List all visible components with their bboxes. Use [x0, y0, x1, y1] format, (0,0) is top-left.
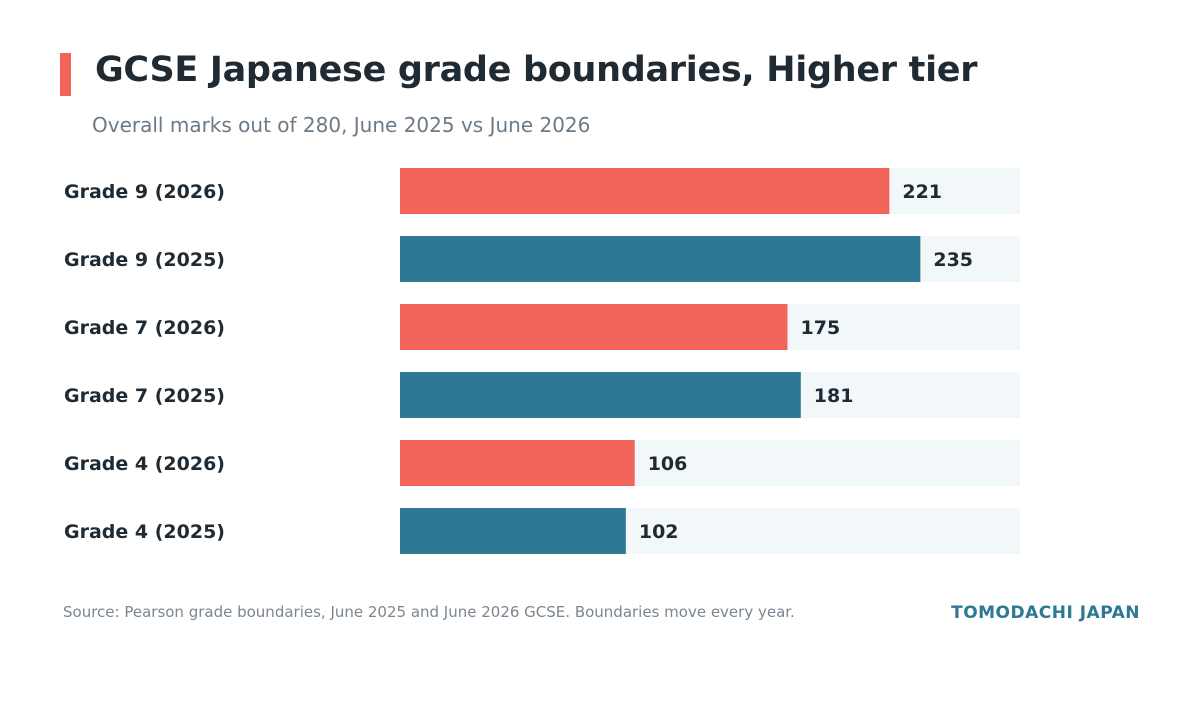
brand-logo: TOMODACHI JAPAN — [951, 603, 1140, 623]
value-label: 181 — [814, 385, 854, 407]
bar-grade-4-2026 — [400, 440, 635, 486]
category-label: Grade 9 (2026) — [64, 181, 225, 203]
value-label: 102 — [639, 521, 679, 543]
chart-subtitle: Overall marks out of 280, June 2025 vs J… — [92, 113, 591, 137]
category-label: Grade 4 (2025) — [64, 521, 225, 543]
title-accent-bar — [60, 53, 71, 96]
value-label: 221 — [902, 181, 942, 203]
bar-group: Grade 4 (2026) 106 — [64, 440, 1020, 486]
category-label: Grade 7 (2025) — [64, 385, 225, 407]
source-note: Source: Pearson grade boundaries, June 2… — [63, 603, 795, 621]
bar-group: Grade 9 (2025) 235 — [64, 236, 1020, 282]
chart-title: GCSE Japanese grade boundaries, Higher t… — [95, 50, 978, 90]
value-label: 175 — [801, 317, 841, 339]
bar-grade-7-2026 — [400, 304, 788, 350]
value-label: 235 — [933, 249, 973, 271]
bar-grade-9-2026 — [400, 168, 890, 214]
bar-group: Grade 7 (2026) 175 — [64, 304, 1020, 350]
value-label: 106 — [648, 453, 688, 475]
bar-grade-4-2025 — [400, 508, 626, 554]
bar-grade-9-2025 — [400, 236, 921, 282]
category-label: Grade 4 (2026) — [64, 453, 225, 475]
category-label: Grade 9 (2025) — [64, 249, 225, 271]
category-label: Grade 7 (2026) — [64, 317, 225, 339]
bar-group: Grade 4 (2025) 102 — [64, 508, 1020, 554]
bar-group: Grade 9 (2026) 221 — [64, 168, 1020, 214]
bar-group: Grade 7 (2025) 181 — [64, 372, 1020, 418]
bar-grade-7-2025 — [400, 372, 801, 418]
